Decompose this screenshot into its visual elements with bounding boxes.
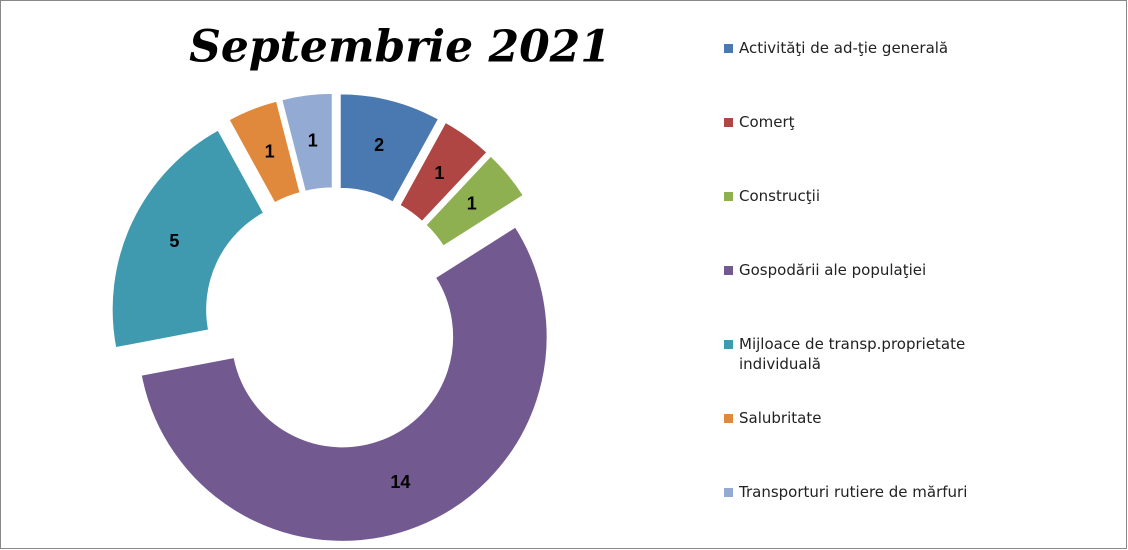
legend-label: Mijloace de transp.proprietate individua… [739,335,966,373]
data-label: 2 [374,135,384,155]
legend-swatch [724,414,733,423]
donut-slice [339,92,440,204]
donut-slice [398,121,489,223]
legend-swatch [724,192,733,201]
data-label: 5 [169,231,179,251]
data-label: 1 [467,194,477,214]
donut-slice [227,99,302,205]
donut-slice [140,225,549,543]
legend-swatch [724,118,733,127]
legend-item: Activităţi de ad-ţie generală [724,38,948,58]
donut-slice [111,128,265,349]
legend-label: Activităţi de ad-ţie generală [739,39,949,57]
legend-label: Comerţ [739,113,795,131]
legend-swatch [724,266,733,275]
legend-item: Construcţii [724,186,820,206]
chart-title: Septembrie 2021 [189,22,611,73]
data-label: 1 [434,163,444,183]
legend-label: Transporturi rutiere de mărfuri [739,483,968,501]
data-label: 14 [390,472,410,492]
data-label: 1 [265,142,275,162]
legend-swatch [724,44,733,53]
donut-slice [280,92,334,193]
legend-label: Salubritate [739,409,822,427]
legend-swatch [724,488,733,497]
legend-item: Salubritate [724,408,821,428]
legend-label: Construcţii [739,187,820,205]
legend-item: Comerţ [724,112,795,132]
donut-slice [424,154,525,248]
legend-item: Transporturi rutiere de mărfuri [724,482,967,502]
legend-item: Mijloace de transp.proprietate individua… [724,334,1044,374]
legend-item: Gospodării ale populaţiei [724,260,926,280]
legend-swatch [724,340,733,349]
data-label: 1 [308,131,318,151]
legend-label: Gospodării ale populaţiei [739,261,927,279]
